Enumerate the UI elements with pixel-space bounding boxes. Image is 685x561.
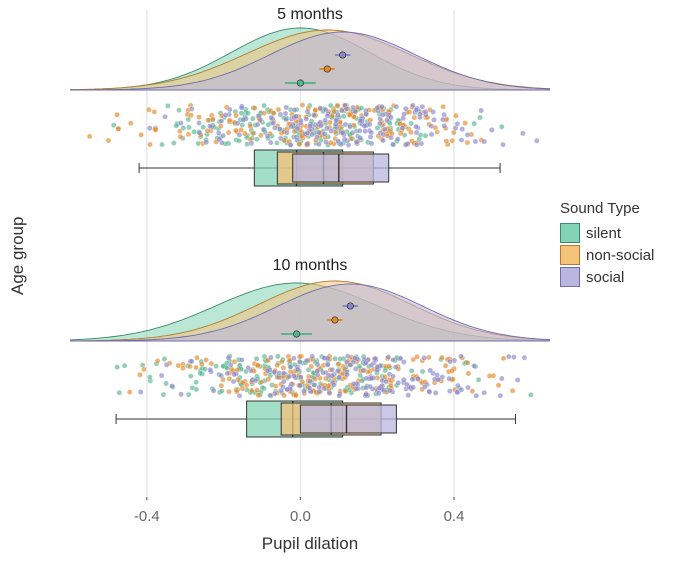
legend-item-non-social: non-social xyxy=(560,245,680,265)
legend: Sound Type silent non-social social xyxy=(560,200,680,289)
x-tick-label: 0.0 xyxy=(290,508,311,525)
legend-swatch-social xyxy=(560,267,580,287)
y-axis-label: Age group xyxy=(8,217,28,295)
x-tick-label: 0.4 xyxy=(444,508,465,525)
plot-area: 5 months 10 months xyxy=(70,10,550,500)
legend-swatch-non-social xyxy=(560,245,580,265)
legend-item-silent: silent xyxy=(560,223,680,243)
legend-label: non-social xyxy=(586,247,654,264)
legend-title: Sound Type xyxy=(560,200,680,217)
panel-title-10mo: 10 months xyxy=(70,257,550,275)
legend-label: silent xyxy=(586,225,621,242)
legend-label: social xyxy=(586,269,624,286)
x-tick-label: -0.4 xyxy=(134,508,160,525)
legend-item-social: social xyxy=(560,267,680,287)
legend-swatch-silent xyxy=(560,223,580,243)
panel-title-5mo: 5 months xyxy=(70,6,550,24)
x-axis-label: Pupil dilation xyxy=(70,534,550,554)
